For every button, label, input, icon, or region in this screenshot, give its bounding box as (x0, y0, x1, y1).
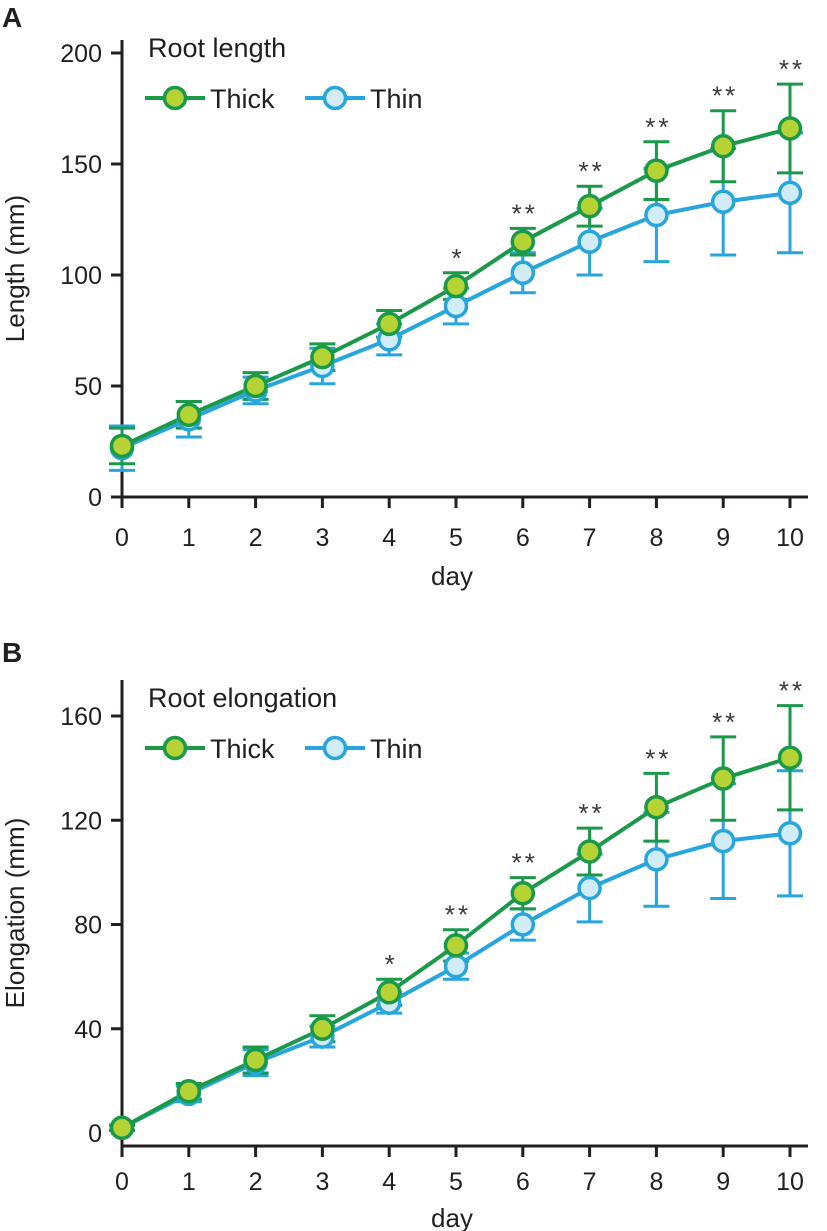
data-point-thin (644, 847, 669, 872)
chart-title: Root length (148, 33, 286, 63)
significance-marker: * (451, 243, 464, 273)
significance-marker: ** (712, 81, 738, 111)
data-point-thick (243, 373, 268, 399)
y-tick-label: 0 (88, 1120, 102, 1148)
x-tick-label: 0 (115, 1168, 129, 1196)
panel-letter: A (2, 2, 22, 33)
data-point-thin (577, 875, 602, 901)
y-tick-label: 150 (60, 151, 102, 179)
significance-marker: ** (645, 743, 671, 773)
x-tick-label: 6 (516, 1168, 530, 1196)
significance-marker: ** (779, 54, 805, 84)
data-point-thick (376, 311, 402, 337)
data-point-thick (310, 344, 335, 370)
x-tick-label: 0 (115, 524, 129, 552)
x-tick-label: 5 (449, 524, 463, 552)
data-point-thin (777, 180, 803, 206)
legend-marker-thin (322, 85, 348, 111)
y-tick-label: 100 (60, 262, 102, 290)
significance-marker: ** (645, 112, 671, 142)
legend-marker-thick (162, 735, 188, 761)
x-axis-title: day (431, 1203, 473, 1231)
legend-marker-thick (162, 85, 188, 111)
y-tick-label: 40 (74, 1016, 102, 1044)
data-point-thick (577, 193, 602, 219)
data-point-thick (710, 766, 736, 791)
significance-marker: ** (512, 848, 538, 878)
data-point-thick (510, 880, 536, 906)
significance-marker: ** (445, 900, 471, 930)
x-tick-label: 10 (776, 1168, 804, 1196)
data-point-thin (443, 953, 469, 979)
significance-marker: ** (512, 198, 538, 228)
data-point-thin (644, 202, 669, 228)
data-point-thick (710, 133, 736, 159)
x-tick-label: 3 (315, 524, 329, 552)
panel-b: B Root elongation 0 40 80 120 160 0 1 2 3 4 5 6 7 8 9 1… (0, 637, 808, 1231)
x-tick-label: 4 (382, 524, 396, 552)
data-point-thin (510, 260, 536, 286)
y-tick-label: 80 (74, 912, 102, 940)
y-axis-title: Elongation (mm) (0, 818, 30, 1009)
significance-marker: ** (712, 707, 738, 737)
data-point-thin (710, 189, 736, 214)
significance-marker: * (385, 949, 398, 979)
y-tick-label: 160 (60, 703, 102, 731)
significance-marker: ** (779, 676, 805, 706)
data-point-thin (710, 828, 736, 854)
y-tick-label: 0 (88, 484, 102, 512)
legend-label-thin: Thin (370, 734, 423, 764)
data-point-thick (376, 980, 402, 1005)
data-point-thick (510, 229, 536, 254)
legend-marker-thin (322, 735, 348, 761)
data-point-thick (577, 839, 602, 864)
data-point-thin (777, 821, 803, 846)
x-tick-label: 9 (716, 1168, 730, 1196)
x-tick-label: 8 (649, 524, 663, 552)
x-tick-label: 3 (315, 1168, 329, 1196)
y-axis-title: Length (mm) (0, 195, 30, 342)
data-point-thin (443, 293, 469, 319)
legend-label-thin: Thin (370, 84, 423, 114)
x-tick-label: 7 (583, 1168, 597, 1196)
x-axis-title: day (431, 561, 473, 591)
data-point-thick (443, 933, 469, 958)
data-point-thick (777, 745, 803, 770)
x-tick-label: 1 (182, 1168, 196, 1196)
x-tick-label: 2 (249, 524, 263, 552)
x-tick-label: 1 (182, 524, 196, 552)
x-tick-label: 6 (516, 524, 530, 552)
y-tick-label: 50 (74, 373, 102, 401)
panel-letter: B (2, 637, 22, 668)
y-tick-label: 120 (60, 807, 102, 835)
data-point-thick (644, 794, 669, 820)
data-point-thick (176, 402, 202, 428)
data-point-thin (510, 912, 536, 937)
x-tick-label: 8 (649, 1168, 663, 1196)
data-point-thick (777, 116, 803, 141)
data-point-thick (176, 1079, 202, 1104)
data-point-thick (644, 158, 669, 183)
x-tick-label: 9 (716, 524, 730, 552)
data-point-thick (243, 1047, 268, 1073)
significance-marker: ** (578, 798, 604, 828)
data-point-thick (310, 1016, 335, 1041)
data-point-thick (443, 273, 469, 299)
chart-title: Root elongation (148, 683, 337, 713)
legend-label-thick: Thick (210, 734, 275, 764)
x-tick-label: 7 (583, 524, 597, 552)
x-tick-label: 5 (449, 1168, 463, 1196)
legend-label-thick: Thick (210, 84, 275, 114)
x-tick-label: 2 (249, 1168, 263, 1196)
data-point-thick (109, 433, 135, 459)
data-point-thick (109, 1115, 135, 1141)
y-tick-label: 200 (60, 40, 102, 68)
x-tick-label: 10 (776, 524, 804, 552)
data-point-thin (577, 229, 602, 254)
panel-a: A Root length 0 50 100 150 200 0 1 2 3 4 5 6 7 8 9 10 da… (0, 2, 808, 591)
significance-marker: ** (578, 156, 604, 186)
x-tick-label: 4 (382, 1168, 396, 1196)
